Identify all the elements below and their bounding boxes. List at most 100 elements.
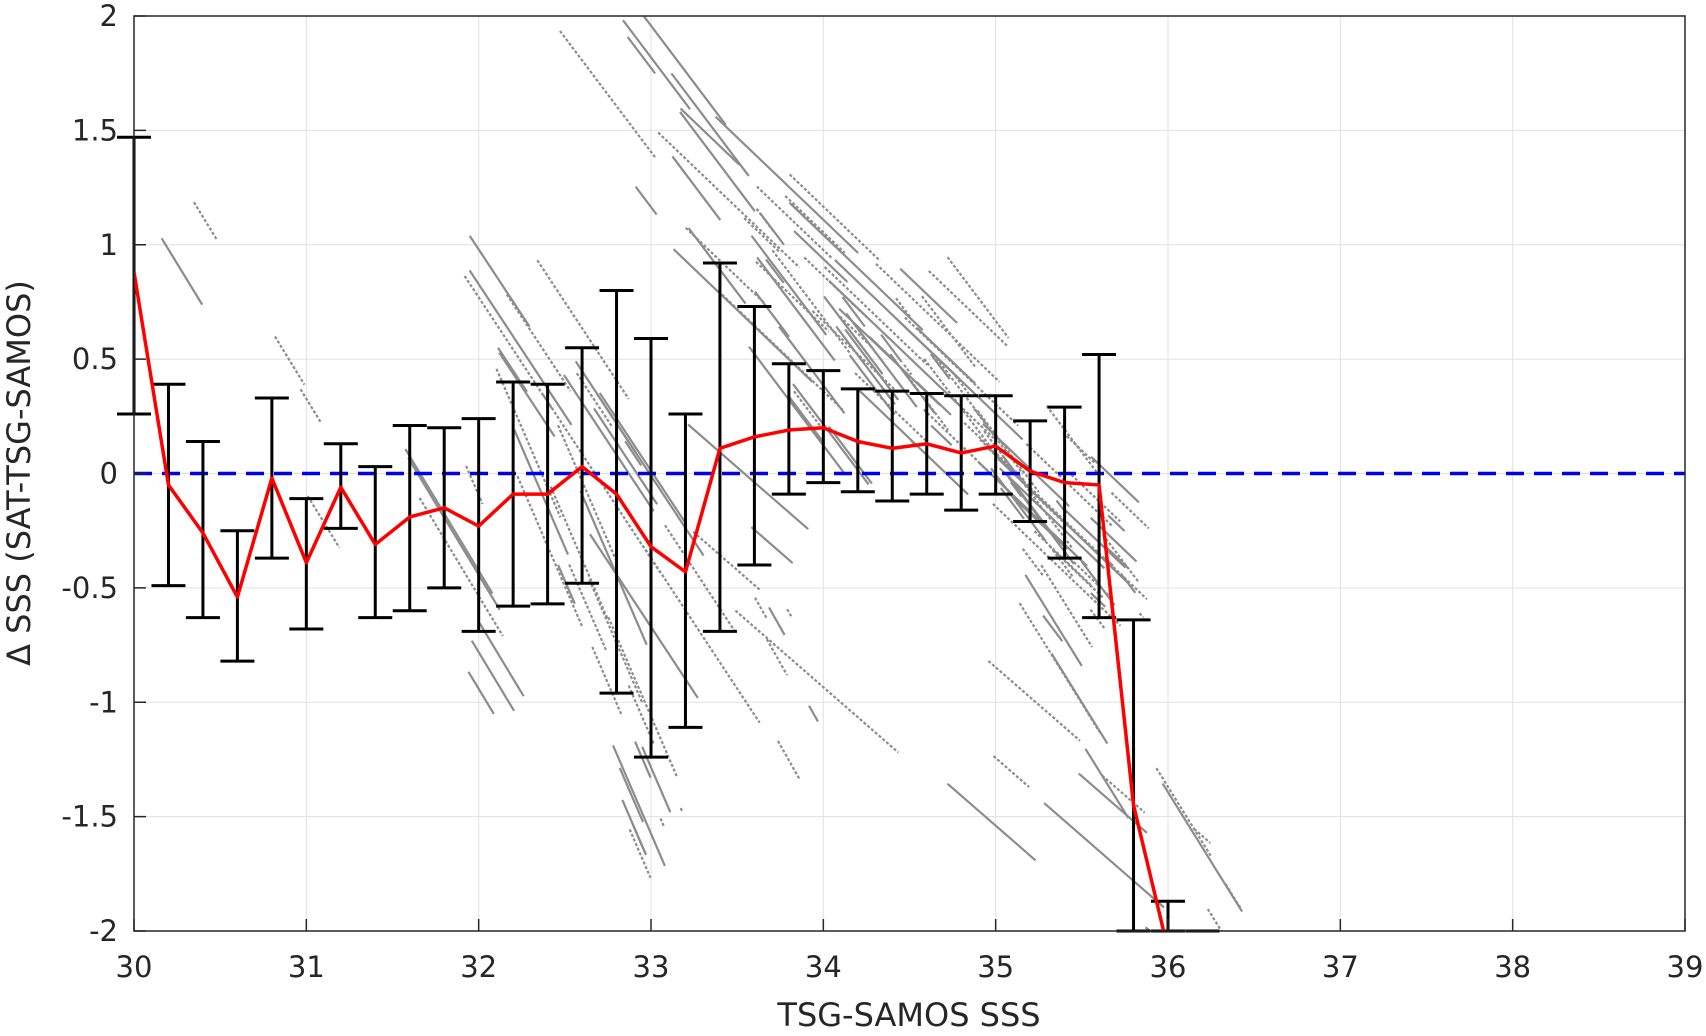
scatter-streak [983, 430, 1014, 470]
scatter-streak [498, 351, 556, 438]
x-tick-label: 37 [1322, 950, 1359, 984]
scatter-streak [468, 235, 531, 328]
x-tick-label: 36 [1150, 950, 1187, 984]
scatter-streak [808, 705, 819, 722]
scatter-streak [1107, 514, 1126, 532]
y-tick-label: 2 [100, 0, 118, 33]
scatter-streak [803, 256, 868, 318]
scatter-streak [895, 297, 912, 319]
scatter-streak [756, 185, 833, 259]
y-tick-label: -2 [89, 914, 118, 948]
scatter-streak [904, 316, 1019, 427]
scatter-streak [593, 407, 659, 505]
x-tick-label: 30 [116, 950, 153, 984]
scatter-streak [928, 270, 1009, 348]
scatter-streak [634, 186, 658, 216]
y-tick-label: 1.5 [72, 113, 118, 147]
scatter-streak [771, 249, 852, 355]
scatter-streak [756, 256, 836, 362]
scatter-streak [679, 807, 684, 813]
scatter-streak [875, 262, 1001, 383]
scatter-streak [1138, 612, 1145, 619]
scatter-streak [418, 497, 504, 637]
scatter-streak [589, 533, 699, 699]
scatter-streak [624, 440, 643, 467]
scatter-streak [516, 475, 584, 628]
scatter-streak [776, 740, 801, 780]
scatter-streak [788, 396, 824, 443]
scatter-streak [671, 155, 722, 221]
error-bar [185, 439, 220, 620]
scatter-streak [954, 400, 998, 442]
scatter-streak [982, 422, 1070, 508]
scatter-streak [930, 424, 953, 446]
scatter-streak [841, 296, 866, 328]
scatter-streak [559, 30, 657, 160]
scatter-streak [946, 782, 1037, 862]
scatter-streak [468, 269, 573, 426]
scatter-streak [857, 388, 969, 496]
scatter-streak [915, 381, 952, 416]
scatter-streak [618, 767, 645, 823]
scatter-streak [788, 173, 881, 262]
scatter-streak [598, 392, 686, 523]
scatter-streak [748, 346, 847, 476]
scatter-streak [844, 328, 900, 401]
scatter-streak [465, 465, 484, 505]
scatter-streak [714, 115, 859, 254]
scatter-streak [823, 295, 884, 375]
scatter-streak [467, 671, 495, 715]
x-tick-label: 39 [1667, 950, 1704, 984]
y-ticks: -2 -1.5 -1 -0.5 0 0.5 1 1.5 2 [61, 0, 146, 948]
scatter-streak [1077, 772, 1148, 834]
scatter-streak [607, 616, 678, 777]
scatter-streak [951, 371, 970, 395]
scatter-streak [1018, 602, 1101, 733]
scatter-streak [642, 16, 727, 126]
scatter-streak [664, 524, 737, 634]
scatter-streak [684, 226, 765, 304]
scatter-streak [987, 448, 1015, 474]
scatter-streak [754, 597, 768, 619]
y-tick-label: 1 [100, 228, 118, 262]
x-tick-label: 34 [805, 950, 842, 984]
scatter-streak [880, 333, 903, 363]
scatter-streak [497, 347, 528, 393]
y-tick-label: -1.5 [61, 800, 118, 834]
scatter-streak [834, 259, 962, 382]
scatter-streak [631, 822, 647, 854]
scatter-streak [793, 230, 849, 283]
scatter-streak [679, 111, 756, 212]
scatter-streak [906, 375, 950, 431]
scatter-streak [1084, 748, 1130, 819]
scatter-streak [1024, 574, 1083, 667]
scatter-streak [1110, 491, 1150, 530]
scatter-streak [946, 256, 1010, 339]
scatter-streak [973, 408, 1024, 475]
scatter-streak [644, 548, 761, 724]
scatter-streak [930, 353, 951, 380]
y-tick-label: 0.5 [72, 342, 118, 376]
scatter-streak [407, 457, 501, 611]
scatter-streak [1042, 614, 1064, 642]
scatter-streak [743, 217, 780, 253]
y-tick-label: 0 [100, 457, 118, 491]
scatter-streak [1119, 572, 1137, 594]
scatter-streak [765, 258, 785, 284]
scatter-streak [612, 744, 666, 867]
scatter-streak [823, 266, 928, 366]
scatter-streak [536, 259, 630, 400]
scatter-streak [755, 261, 830, 333]
scatter-streak [470, 640, 516, 712]
scatter-streak [1043, 802, 1165, 909]
error-bar [875, 389, 910, 503]
x-tick-label: 38 [1494, 950, 1531, 984]
scatter-streak [990, 467, 1047, 542]
scatter-streak [1048, 545, 1075, 578]
scatter-streak [987, 660, 1081, 742]
scatter-streak [923, 358, 991, 447]
scatter-streak [627, 685, 655, 744]
scatter-streak [1061, 506, 1127, 569]
